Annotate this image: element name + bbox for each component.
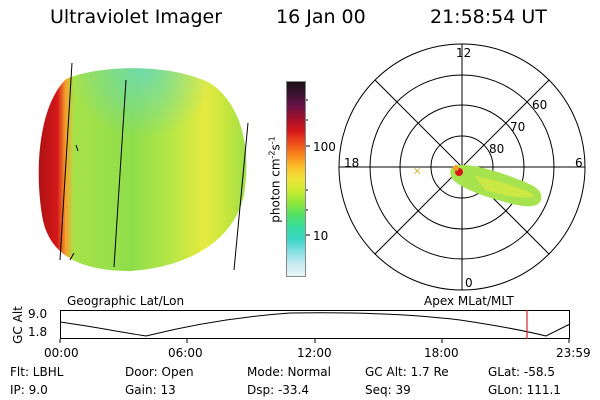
image-time: 21:58:54 UT xyxy=(430,6,547,28)
timeline-xtick: 23:59 xyxy=(556,346,591,360)
gain-info: Gain: 13 xyxy=(125,383,176,397)
altitude-curve xyxy=(59,312,571,337)
door-info: Door: Open xyxy=(125,365,194,379)
glat-info: GLat: -58.5 xyxy=(488,365,555,379)
colorbar xyxy=(286,81,306,277)
geographic-image xyxy=(38,62,249,271)
timeline-xtick: 00:00 xyxy=(44,346,79,360)
left-panel-caption: Geographic Lat/Lon xyxy=(67,294,185,308)
timeline-xtick: 06:00 xyxy=(168,346,203,360)
filter-info: Flt: LBHL xyxy=(10,365,64,379)
image-date: 16 Jan 00 xyxy=(276,6,366,28)
dsp-info: Dsp: -33.4 xyxy=(247,383,310,397)
mlt-label-0: 0 xyxy=(465,276,473,290)
timeline-ytick: 1.8 xyxy=(28,325,48,339)
polar-plot: × xyxy=(338,43,586,291)
colorbar-label: photon cm-2s-1 xyxy=(267,136,283,223)
mlt-label-18: 18 xyxy=(344,156,360,170)
mlt-label-6: 6 xyxy=(575,156,583,170)
seq-info: Seq: 39 xyxy=(365,383,411,397)
sub-spacecraft-marker: × xyxy=(413,166,421,177)
colorbar-tick-label: 100 xyxy=(313,140,336,154)
colorbar-tick-label: 10 xyxy=(313,229,329,243)
colorbar-ticks xyxy=(306,99,310,236)
mlt-label-12: 12 xyxy=(456,46,472,60)
ip-info: IP: 9.0 xyxy=(10,383,48,397)
timeline-xtick: 18:00 xyxy=(424,346,459,360)
mlat-label-60: 60 xyxy=(532,98,548,112)
mode-info: Mode: Normal xyxy=(247,365,331,379)
gc-alt-info: GC Alt: 1.7 Re xyxy=(365,365,449,379)
mlat-label-70: 70 xyxy=(510,120,526,134)
meridian-line xyxy=(113,79,127,268)
timeline-xtick: 12:00 xyxy=(297,346,332,360)
altitude-timeline xyxy=(59,310,571,343)
app-title: Ultraviolet Imager xyxy=(50,6,223,28)
mlat-label-80: 80 xyxy=(489,142,505,156)
meridian-line xyxy=(59,62,73,261)
glon-info: GLon: 111.1 xyxy=(488,383,561,397)
timeline-axis-label: GC Alt xyxy=(11,306,25,344)
meridian-line xyxy=(233,122,249,271)
timeline-ytick: 9.0 xyxy=(28,307,48,321)
right-panel-caption: Apex MLat/MLT xyxy=(424,294,514,308)
